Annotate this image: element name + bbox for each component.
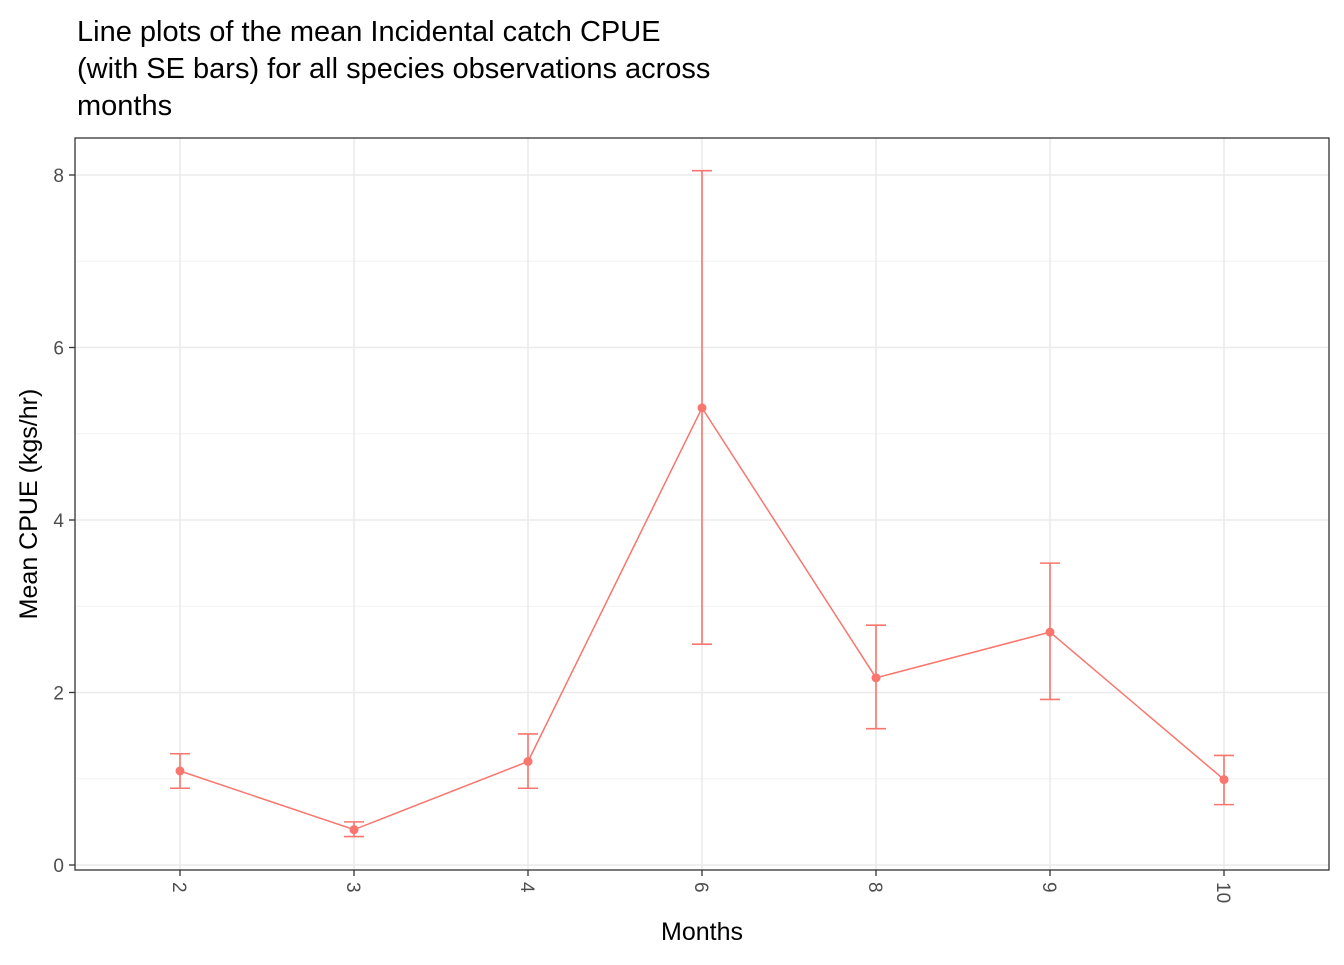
data-series	[170, 169, 1234, 838]
x-axis-title: Months	[661, 918, 743, 946]
chart-title-line-3: months	[77, 90, 172, 122]
data-point	[697, 403, 707, 413]
x-tick-label: 9	[1038, 882, 1059, 893]
y-tick-label: 2	[53, 684, 64, 705]
y-tick-label: 4	[53, 511, 64, 532]
x-tick-label: 2	[168, 882, 189, 893]
chart-title: Line plots of the mean Incidental catch …	[77, 16, 710, 122]
x-tick-label: 3	[342, 882, 363, 893]
y-axis: 0 2 4 6 8	[53, 166, 75, 877]
data-point	[871, 673, 881, 683]
y-axis-title: Mean CPUE (kgs/hr)	[15, 389, 43, 620]
x-tick-label: 6	[690, 882, 711, 893]
x-tick-label: 8	[864, 882, 885, 893]
chart-title-line-1: Line plots of the mean Incidental catch …	[77, 16, 661, 48]
y-tick-label: 0	[53, 856, 64, 877]
data-point	[1219, 775, 1229, 785]
x-axis: 2 3 4 6 8 9 10	[168, 870, 1233, 903]
chart-title-line-2: (with SE bars) for all species observati…	[77, 53, 710, 85]
y-tick-label: 6	[53, 339, 64, 360]
x-tick-label: 4	[516, 882, 537, 893]
data-point	[1045, 627, 1055, 637]
y-tick-label: 8	[53, 166, 64, 187]
grid-lines	[75, 138, 1329, 870]
data-point	[523, 757, 533, 766]
data-point	[175, 766, 185, 776]
x-tick-label: 10	[1212, 882, 1233, 903]
data-point	[349, 825, 359, 835]
